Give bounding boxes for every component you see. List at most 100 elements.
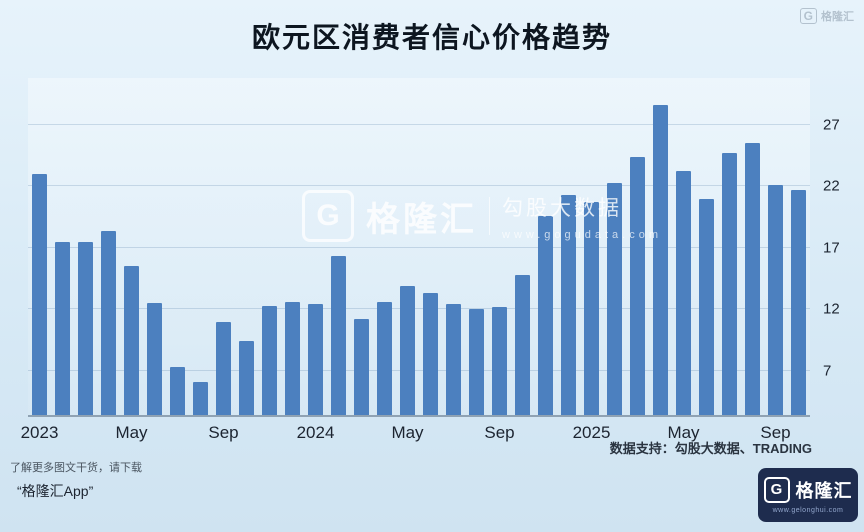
bar xyxy=(629,156,646,415)
bar xyxy=(744,143,761,415)
bar xyxy=(583,202,600,415)
bar xyxy=(146,303,163,415)
bar-slot xyxy=(764,78,787,415)
bar-slot xyxy=(787,78,810,415)
x-tick-label: 2024 xyxy=(296,423,335,442)
y-axis-labels: 7 12 17 22 27 xyxy=(810,78,854,415)
x-tick-label: May xyxy=(115,423,148,442)
bar-slot xyxy=(511,78,534,415)
bar xyxy=(698,198,715,415)
bar-slot xyxy=(166,78,189,415)
bar-slot xyxy=(304,78,327,415)
bar-slot xyxy=(718,78,741,415)
bar xyxy=(399,285,416,415)
plot-area: 7 12 17 22 27 2023 May Sep 2024 May Sep 2025 May Sep xyxy=(21,78,840,442)
grid-line xyxy=(28,369,810,371)
bar xyxy=(537,215,554,415)
bars-container xyxy=(28,78,810,415)
bar-slot xyxy=(741,78,764,415)
bar xyxy=(330,256,347,415)
y-tick-label: 22 xyxy=(823,177,840,195)
bar xyxy=(606,182,623,415)
bar-slot xyxy=(672,78,695,415)
grid-line xyxy=(28,246,810,248)
bar xyxy=(721,153,738,415)
bar-slot xyxy=(649,78,672,415)
grid-line xyxy=(28,123,810,125)
x-tick-label: Sep xyxy=(208,423,239,442)
bar-slot xyxy=(258,78,281,415)
x-axis-labels: 2023 May Sep 2024 May Sep 2025 May Sep xyxy=(21,415,810,447)
bar-slot xyxy=(465,78,488,415)
bar xyxy=(307,304,324,415)
corner-watermark: G 格隆汇 xyxy=(799,8,854,24)
bar-slot xyxy=(235,78,258,415)
y-tick-label: 27 xyxy=(823,116,840,134)
x-tick-label: May xyxy=(391,423,424,442)
bar xyxy=(445,304,462,415)
logo-g-icon: G xyxy=(763,476,790,503)
bar xyxy=(790,189,807,415)
x-tick-label: Sep xyxy=(484,423,515,442)
bar xyxy=(491,306,508,415)
bar xyxy=(284,301,301,415)
grid-line xyxy=(28,308,810,310)
bar xyxy=(468,309,485,415)
bar-slot xyxy=(350,78,373,415)
bar xyxy=(169,367,186,415)
bar xyxy=(514,274,531,415)
bar-slot xyxy=(120,78,143,415)
bar-slot xyxy=(281,78,304,415)
bar xyxy=(31,173,48,415)
bar-slot xyxy=(189,78,212,415)
y-tick-label: 7 xyxy=(823,362,832,380)
bar-slot xyxy=(419,78,442,415)
grid-line xyxy=(28,185,810,187)
bar xyxy=(192,381,209,415)
data-source-note: 数据支持：勾股大数据、TRADING xyxy=(609,441,812,456)
bar-slot xyxy=(28,78,51,415)
gelonghui-logo-row: G 格隆汇 xyxy=(763,476,853,503)
bar-slot xyxy=(534,78,557,415)
bar xyxy=(238,341,255,415)
bar xyxy=(675,171,692,415)
gelonghui-logo: G 格隆汇 www.gelonghui.com xyxy=(758,468,858,522)
bar-slot xyxy=(396,78,419,415)
bar-slot xyxy=(442,78,465,415)
bar-slot xyxy=(603,78,626,415)
footer-promo-line2: “格隆汇App” xyxy=(17,483,94,499)
bar-slot xyxy=(74,78,97,415)
bar xyxy=(123,266,140,415)
bar-slot xyxy=(51,78,74,415)
x-tick-label: May xyxy=(667,423,700,442)
bar xyxy=(353,319,370,415)
bar xyxy=(215,321,232,415)
corner-logo-g-icon: G xyxy=(799,8,817,24)
corner-logo-text: 格隆汇 xyxy=(821,11,854,23)
y-tick-label: 12 xyxy=(823,300,840,318)
bar xyxy=(100,230,117,415)
bar-slot xyxy=(143,78,166,415)
bar-slot xyxy=(557,78,580,415)
bar-slot xyxy=(212,78,235,415)
bar xyxy=(652,105,669,415)
footer-promo-line1: 了解更多图文干货，请下载 xyxy=(10,462,142,474)
x-tick-label: 2023 xyxy=(20,423,59,442)
bar xyxy=(767,185,784,415)
bar-slot xyxy=(695,78,718,415)
logo-brand-text: 格隆汇 xyxy=(795,480,853,501)
bar-slot xyxy=(580,78,603,415)
bar xyxy=(261,305,278,415)
chart-title: 欧元区消费者信心价格趋势 xyxy=(251,22,612,53)
x-tick-label: Sep xyxy=(760,423,791,442)
bar xyxy=(422,293,439,415)
logo-url-text: www.gelonghui.com xyxy=(772,506,844,514)
bar xyxy=(376,301,393,415)
bar-slot xyxy=(373,78,396,415)
bar xyxy=(54,241,71,415)
bar-slot xyxy=(626,78,649,415)
bar xyxy=(560,194,577,415)
bar-slot xyxy=(327,78,350,415)
bar-slot xyxy=(97,78,120,415)
bar-slot xyxy=(488,78,511,415)
